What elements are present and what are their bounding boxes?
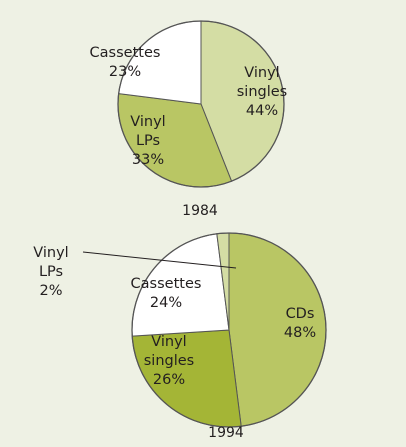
pie-slice-cassettes [118,20,202,105]
slice-label-cassettes: Cassettes 24% [131,276,202,311]
slice-label-vinyl-lps: Vinyl LPs 2% [33,245,68,299]
leader-line-vinyl-lps [82,251,237,269]
chart-title-1984: 1984 [182,203,218,219]
chart-title-1994: 1994 [208,425,244,441]
slice-label-cds: CDs 48% [284,306,316,341]
slice-label-vinyl-singles: Vinyl singles 26% [144,334,194,388]
slice-label-vinyl-lps: Vinyl LPs 33% [130,114,165,168]
slice-label-cassettes: Cassettes 23% [90,45,161,80]
pie-outline [117,20,285,188]
pie-chart-1984: Vinyl singles 44% Vinyl LPs 33% Cassettes 23% [90,20,287,188]
slice-label-vinyl-singles: Vinyl singles 44% [237,65,287,119]
pie-chart-1994: CDs 48% Vinyl singles 26% Cassettes 24% Vinyl LP… [33,232,327,428]
pie-outline [131,232,327,428]
